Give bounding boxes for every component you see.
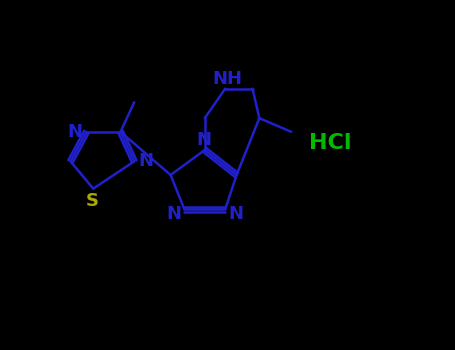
Text: N: N bbox=[167, 205, 181, 223]
Text: NH: NH bbox=[212, 70, 243, 88]
Text: N: N bbox=[68, 123, 82, 141]
Text: S: S bbox=[86, 193, 99, 210]
Text: N: N bbox=[197, 131, 211, 149]
Text: N: N bbox=[138, 152, 153, 170]
Text: N: N bbox=[228, 205, 243, 223]
Text: HCl: HCl bbox=[308, 133, 351, 153]
